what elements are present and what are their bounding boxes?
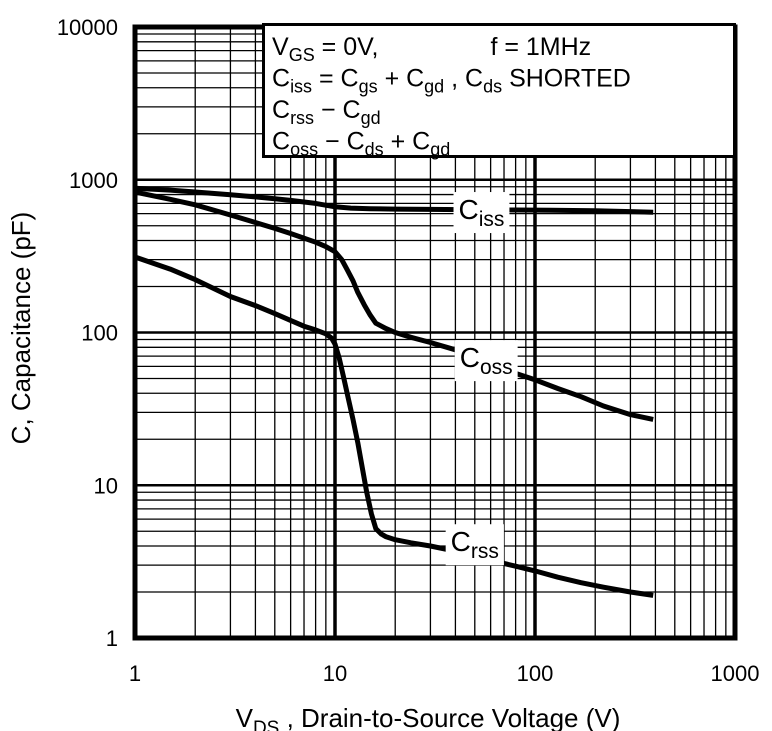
- y-axis-tick-labels: 1 10 100 1000 10000: [57, 15, 118, 651]
- y-tick-1: 1: [106, 626, 118, 651]
- curve-label-Crss: Crss: [445, 524, 504, 566]
- legend-frame: [262, 23, 736, 158]
- curve-Ciss: [134, 185, 654, 215]
- curve-label-text-Crss: Crss: [451, 526, 499, 563]
- data-curves: [134, 185, 654, 598]
- curve-label-bg-Coss: [454, 340, 518, 382]
- curve-label-Coss: Coss: [454, 340, 518, 382]
- curve-label-Ciss: Ciss: [453, 192, 510, 234]
- y-tick-10000: 10000: [57, 15, 118, 40]
- y-tick-100: 100: [81, 321, 118, 346]
- curve-labels: Ciss Coss Crss: [445, 192, 518, 566]
- x-tick-100: 100: [517, 661, 554, 686]
- legend-line-3: Crss − Cgd: [272, 96, 381, 128]
- curve-label-bg-Crss: [445, 524, 504, 566]
- curve-label-text-Ciss: Ciss: [459, 194, 505, 231]
- y-axis-title: C, Capacitance (pF): [6, 212, 36, 445]
- x-tick-1000: 1000: [711, 661, 760, 686]
- y-tick-10: 10: [94, 473, 118, 498]
- curve-Crss: [134, 254, 654, 598]
- y-tick-1000: 1000: [69, 168, 118, 193]
- curve-label-bg-Ciss: [453, 192, 510, 234]
- curve-Coss: [134, 189, 654, 422]
- curve-label-text-Coss: Coss: [460, 342, 513, 379]
- x-tick-1: 1: [129, 661, 141, 686]
- legend-line-1: VGS = 0V, f = 1MHz: [272, 33, 591, 65]
- x-axis-title-text: VDS , Drain-to-Source Voltage (V): [236, 703, 621, 731]
- legend-line-4: Coss − Cds + Cgd: [272, 128, 450, 160]
- x-axis-title: VDS , Drain-to-Source Voltage (V): [236, 703, 621, 731]
- x-tick-10: 10: [323, 661, 347, 686]
- x-axis-tick-labels: 1 10 100 1000: [129, 661, 760, 686]
- legend-line-2: Ciss = Cgs + Cgd , Cds SHORTED: [272, 65, 631, 97]
